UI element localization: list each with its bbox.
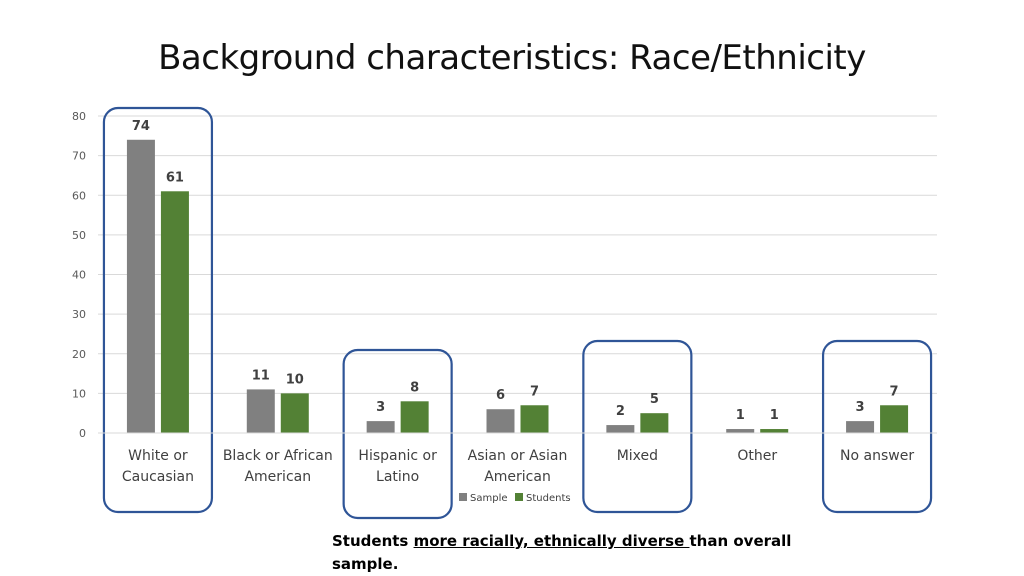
sample-bar	[126, 139, 155, 433]
y-tick-label: 60	[72, 189, 86, 202]
x-category-label: White or	[128, 448, 188, 464]
caption-tail: than overall sample.	[332, 532, 792, 573]
highlight-box	[102, 106, 214, 514]
x-category-label: Hispanic or	[358, 448, 437, 464]
sample-bar	[726, 429, 755, 433]
y-tick-label: 20	[72, 348, 86, 361]
y-tick-label: 30	[72, 308, 86, 321]
y-tick-label: 50	[72, 229, 86, 242]
y-tick-label: 80	[72, 110, 86, 123]
x-category-label: American	[484, 469, 551, 485]
students-bar	[880, 405, 909, 433]
students-value-label: 7	[890, 384, 899, 399]
students-bar	[520, 405, 549, 433]
caption-emphasis: more racially, ethnically diverse	[413, 532, 690, 550]
sample-value-label: 3	[856, 400, 865, 415]
sample-value-label: 3	[376, 400, 385, 415]
sample-bar	[246, 389, 275, 433]
students-bar	[760, 429, 789, 433]
students-value-label: 61	[166, 170, 184, 185]
sample-bar	[846, 421, 875, 433]
sample-value-label: 1	[736, 408, 745, 423]
x-category-label: Asian or Asian	[468, 448, 568, 464]
x-category-label: American	[244, 469, 311, 485]
sample-value-label: 74	[132, 119, 150, 134]
sample-bar	[486, 409, 515, 433]
students-value-label: 10	[286, 372, 304, 387]
sample-value-label: 6	[496, 388, 505, 403]
students-bar	[640, 413, 669, 433]
students-value-label: 5	[650, 392, 659, 407]
students-value-label: 7	[530, 384, 539, 399]
highlight-box	[342, 348, 453, 520]
highlight-box	[582, 339, 693, 514]
x-category-label: Mixed	[617, 448, 658, 464]
x-category-label: Caucasian	[122, 469, 194, 485]
y-tick-label: 0	[79, 427, 86, 440]
x-category-label: No answer	[840, 448, 914, 464]
y-tick-label: 40	[72, 269, 86, 282]
caption-lead: Students	[332, 532, 414, 550]
sample-value-label: 2	[616, 404, 625, 419]
students-bar	[280, 393, 309, 433]
students-bar	[400, 401, 429, 433]
students-bar	[160, 191, 189, 433]
sample-value-label: 11	[252, 368, 270, 383]
students-value-label: 1	[770, 408, 779, 423]
y-tick-label: 10	[72, 387, 86, 400]
legend-swatch-sample	[459, 493, 467, 501]
legend-label-sample: Sample	[470, 493, 508, 504]
sample-bar	[606, 425, 635, 433]
y-tick-label: 70	[72, 150, 86, 163]
legend-label-students: Students	[526, 493, 571, 504]
chart-caption: Students more racially, ethnically diver…	[332, 530, 792, 576]
highlight-box	[821, 339, 933, 514]
x-category-label: Other	[737, 448, 777, 464]
page-title: Background characteristics: Race/Ethnici…	[158, 38, 866, 78]
x-category-label: Black or African	[223, 448, 333, 464]
students-value-label: 8	[410, 380, 419, 395]
x-category-label: Latino	[376, 469, 419, 485]
legend-swatch-students	[515, 493, 523, 501]
sample-bar	[366, 421, 395, 433]
